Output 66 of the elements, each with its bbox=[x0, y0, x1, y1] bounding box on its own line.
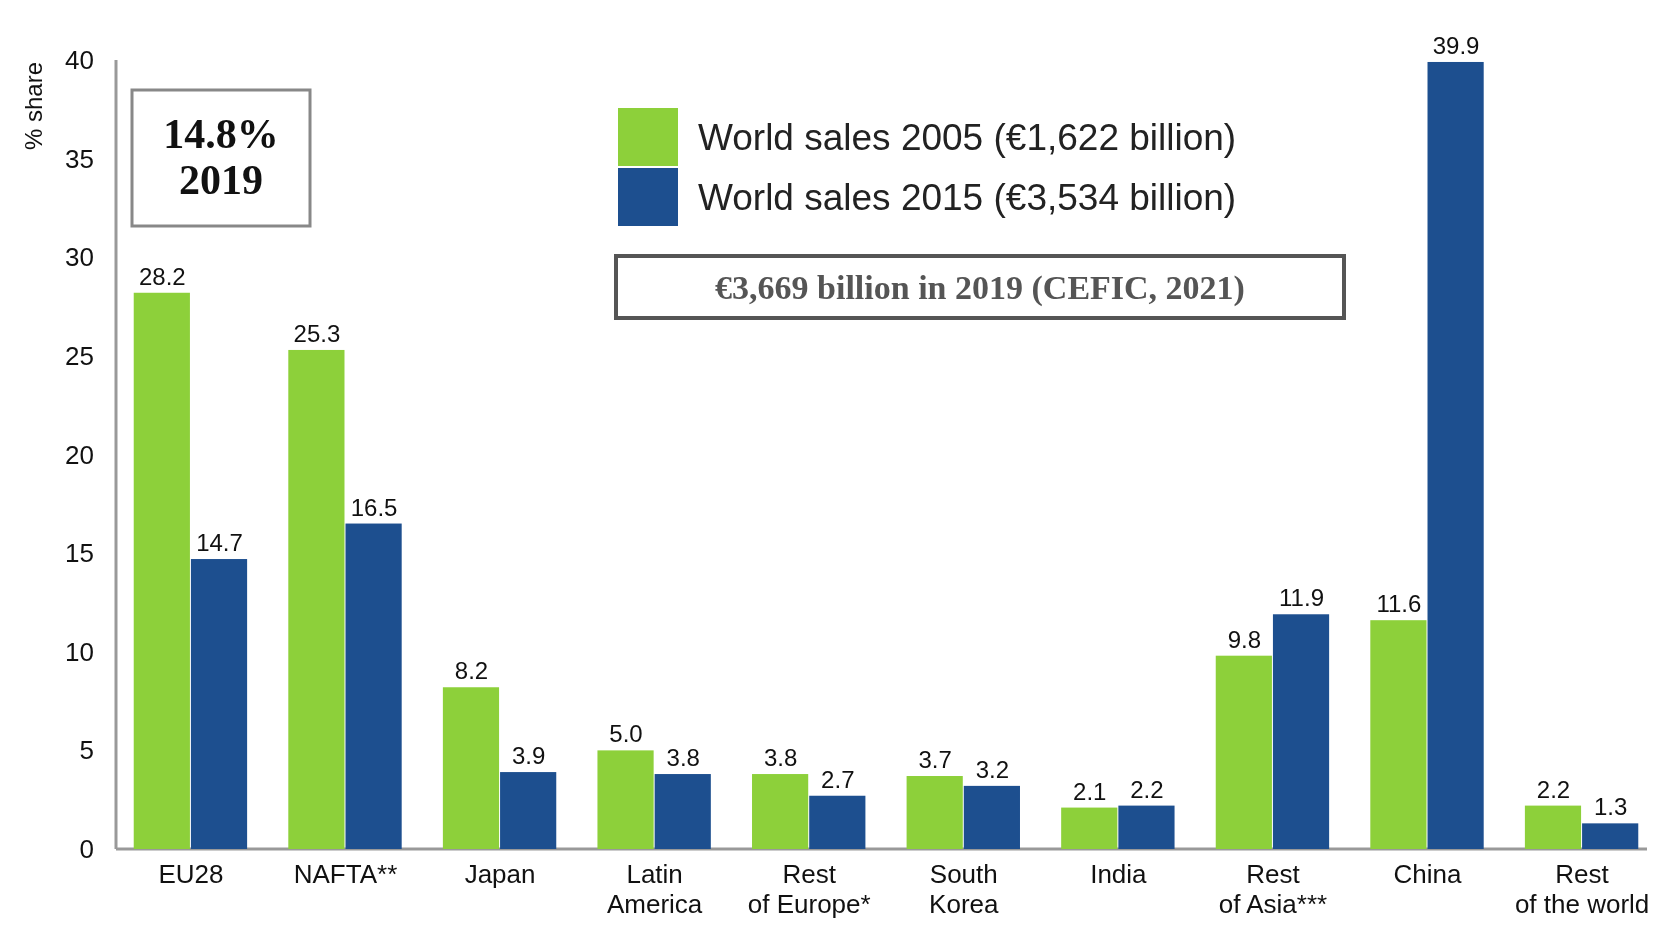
y-tick-label: 35 bbox=[65, 143, 94, 174]
bar bbox=[442, 687, 500, 849]
data-label: 9.8 bbox=[1227, 625, 1262, 653]
x-tick-label: NAFTA** bbox=[293, 859, 398, 889]
data-label: 5.0 bbox=[609, 720, 643, 748]
y-tick-label: 15 bbox=[65, 538, 94, 569]
bar bbox=[597, 750, 654, 849]
y-tick-label: 30 bbox=[65, 242, 94, 273]
data-label: 28.2 bbox=[138, 262, 186, 290]
bar bbox=[190, 559, 248, 849]
data-label: 3.7 bbox=[918, 746, 952, 774]
data-label: 39.9 bbox=[1432, 31, 1480, 59]
data-label: 2.2 bbox=[1130, 775, 1164, 803]
y-tick-label: 0 bbox=[79, 834, 94, 865]
bar bbox=[1061, 807, 1118, 849]
data-label: 3.9 bbox=[511, 742, 546, 770]
x-tick-label: EU28 bbox=[158, 859, 224, 889]
y-tick-label: 40 bbox=[65, 45, 94, 76]
data-label: 2.2 bbox=[1536, 775, 1571, 803]
text-box: 14.8% 2019 bbox=[130, 88, 312, 228]
data-label: 3.8 bbox=[763, 744, 798, 772]
data-label: 2.7 bbox=[821, 765, 855, 793]
data-label: 2.1 bbox=[1073, 777, 1107, 805]
bar bbox=[752, 774, 809, 849]
x-tick-label: Latin America bbox=[606, 859, 703, 919]
y-tick-label: 20 bbox=[65, 439, 94, 470]
x-tick-label: Rest of Europe* bbox=[747, 859, 871, 919]
x-tick-label: Japan bbox=[464, 859, 536, 889]
data-label: 3.2 bbox=[975, 755, 1010, 783]
data-label: 14.7 bbox=[196, 529, 243, 557]
bar bbox=[809, 795, 866, 849]
x-tick-label: China bbox=[1393, 859, 1463, 889]
bar bbox=[133, 292, 190, 849]
data-label: 3.8 bbox=[666, 744, 700, 772]
bar bbox=[654, 774, 711, 849]
bar bbox=[1272, 614, 1330, 849]
data-label: 11.9 bbox=[1279, 584, 1324, 612]
data-label: 25.3 bbox=[293, 319, 341, 347]
legend-label: World sales 2015 (€3,534 billion) bbox=[698, 176, 1237, 218]
bar bbox=[1427, 61, 1484, 849]
bar bbox=[1582, 823, 1639, 849]
y-tick-label: 25 bbox=[65, 340, 94, 371]
data-label: 16.5 bbox=[350, 493, 398, 521]
annotation: 14.8% 2019 bbox=[163, 111, 279, 203]
bar bbox=[906, 776, 963, 849]
bar bbox=[1524, 805, 1582, 849]
y-axis-title: % share bbox=[20, 61, 47, 151]
x-tick-label: Rest of the world bbox=[1514, 859, 1650, 919]
bar bbox=[288, 349, 345, 849]
bar bbox=[500, 772, 557, 849]
x-tick-label: South Korea bbox=[929, 859, 1000, 919]
x-tick-label: India bbox=[1090, 859, 1148, 889]
data-label: 1.3 bbox=[1593, 793, 1628, 821]
y-tick-label: 5 bbox=[79, 735, 94, 766]
y-tick-label: 10 bbox=[65, 636, 94, 667]
x-tick-label: Rest of Asia*** bbox=[1218, 859, 1328, 919]
data-label: 8.2 bbox=[454, 657, 489, 685]
annotation: €3,669 billion in 2019 (CEFIC, 2021) bbox=[715, 268, 1245, 307]
text-box: €3,669 billion in 2019 (CEFIC, 2021) bbox=[614, 254, 1346, 320]
data-label: 11.6 bbox=[1376, 590, 1422, 618]
legend-label: World sales 2005 (€1,622 billion) bbox=[698, 116, 1237, 158]
bar bbox=[963, 785, 1020, 849]
bar bbox=[1118, 805, 1175, 849]
bar bbox=[1215, 655, 1272, 849]
bar bbox=[1370, 620, 1427, 849]
bar bbox=[345, 523, 402, 849]
